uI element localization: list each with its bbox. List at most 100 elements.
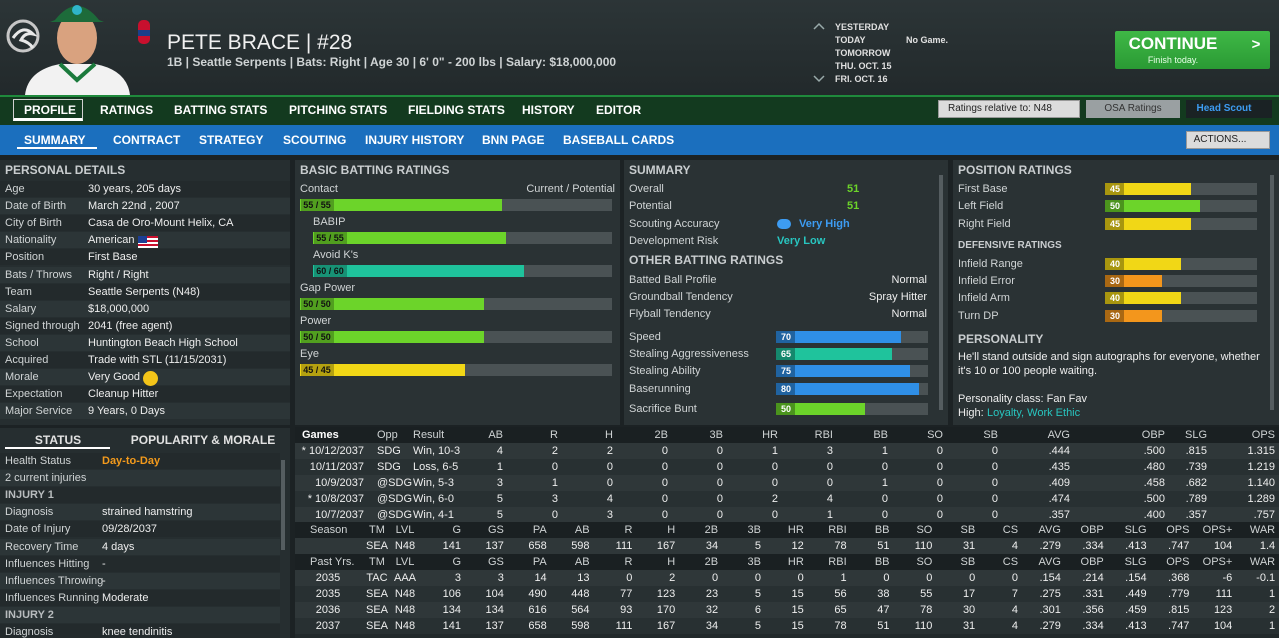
table-cell: @SDG (377, 493, 413, 505)
osa-label[interactable]: OSA Ratings (1104, 103, 1162, 114)
sub-tab[interactable]: BNN PAGE (482, 133, 545, 147)
panel-title: PERSONAL DETAILS (5, 163, 126, 177)
summary-label: Overall (629, 183, 664, 195)
table-cell: 78 (920, 604, 933, 616)
detail-label: Team (5, 285, 32, 298)
arrow-down[interactable] (813, 75, 825, 83)
column-header[interactable]: Games (302, 429, 339, 441)
table-cell: 3 (826, 445, 833, 457)
table-cell: -6 (1222, 572, 1233, 584)
column-header: R (550, 429, 558, 441)
main-tab[interactable]: FIELDING STATS (408, 103, 505, 117)
column-header: PA (532, 524, 547, 536)
rating-label: Gap Power (300, 282, 356, 294)
detail-value: Casa de Oro-Mount Helix, CA (88, 217, 234, 230)
main-tab[interactable]: PROFILE (24, 103, 77, 117)
sub-tab[interactable]: INJURY HISTORY (365, 133, 465, 147)
status-tab[interactable]: POPULARITY & MORALE (130, 433, 276, 447)
position-label: Right Field (958, 217, 1011, 230)
status-tab[interactable]: STATUS (34, 433, 82, 447)
table-cell: 0 (551, 509, 558, 521)
table-cell: 2 (771, 493, 778, 505)
sub-tab[interactable]: STRATEGY (199, 133, 264, 147)
table-cell: 0 (716, 493, 723, 505)
table-cell: .357 (1048, 509, 1070, 521)
main-tab[interactable]: BATTING STATS (174, 103, 268, 117)
main-tab[interactable]: PITCHING STATS (289, 103, 388, 117)
schedule-day[interactable]: TODAY (835, 35, 866, 45)
column-header: PA (532, 556, 547, 568)
sub-tab[interactable]: BASEBALL CARDS (563, 133, 675, 147)
position-label: Infield Arm (958, 292, 1010, 305)
player-details: 1B | Seattle Serpents | Bats: Right | Ag… (167, 55, 617, 69)
table-cell: 1.219 (1247, 461, 1275, 473)
table-cell: 0 (936, 461, 943, 473)
continue-label[interactable]: CONTINUE (1128, 34, 1218, 53)
table-cell: 15 (791, 620, 804, 632)
scout-label[interactable]: Head Scout (1196, 103, 1252, 114)
tab-active[interactable] (13, 99, 83, 121)
subtab-active[interactable] (17, 147, 97, 149)
continue-arrow[interactable]: > (1251, 36, 1261, 53)
rating-badge (776, 348, 795, 361)
detail-label: School (5, 336, 39, 349)
rating-label: Eye (300, 348, 319, 360)
position-label: Infield Range (958, 258, 1023, 270)
main-tab[interactable]: EDITOR (596, 103, 642, 117)
schedule-day[interactable]: TOMORROW (835, 48, 891, 58)
logo-ring (6, 19, 40, 53)
table-cell: 0 (881, 509, 888, 521)
rating-bar (300, 364, 466, 376)
rating-badge (301, 331, 334, 343)
schedule-day[interactable]: YESTERDAY (835, 22, 890, 32)
arrow-up[interactable] (813, 22, 825, 30)
continue-sub[interactable]: Finish today. (1147, 55, 1199, 65)
rating-badge (776, 382, 795, 395)
table-cell: 167 (656, 540, 676, 552)
rating-value: 45 (1109, 184, 1120, 194)
table-cell: 104 (1213, 620, 1233, 632)
table-cell: 10/11/2037 (309, 461, 364, 473)
table-cell: 4 (826, 493, 833, 505)
osa-button[interactable] (1086, 100, 1180, 118)
detail-label: Date of Birth (5, 200, 67, 213)
rating-badge (1105, 200, 1124, 213)
schedule-day[interactable]: THU. OCT. 15 (835, 61, 892, 71)
detail-value: Very Good (88, 371, 140, 384)
ratings-dropdown-label[interactable]: Ratings relative to: N48 (948, 103, 1052, 114)
table-cell: 56 (834, 588, 847, 600)
table-row (295, 602, 1279, 618)
status-tab-line[interactable] (5, 447, 110, 449)
status-row (0, 624, 280, 638)
scout-button[interactable] (1186, 100, 1272, 118)
schedule-game: No Game. (906, 35, 949, 45)
column-header: 3B (747, 556, 761, 568)
table-cell: 170 (656, 604, 676, 616)
detail-value: Seattle Serpents (N48) (88, 285, 200, 298)
sub-tab[interactable]: SCOUTING (283, 133, 347, 147)
schedule-day[interactable]: FRI. OCT. 16 (835, 74, 888, 84)
detail-value: 9 Years, 0 Days (88, 405, 166, 418)
sub-tab[interactable]: SUMMARY (24, 133, 86, 147)
continue-button[interactable] (1115, 31, 1270, 69)
status-row (0, 606, 280, 623)
rating-value: 75 (780, 366, 791, 377)
column-header: CS (1002, 556, 1019, 568)
ratings-dropdown[interactable] (938, 100, 1080, 118)
table-cell: .279 (1039, 540, 1061, 552)
status-label: 2 current injuries (5, 472, 87, 485)
sub-tab[interactable]: CONTRACT (113, 133, 181, 147)
table-cell: 1.140 (1247, 477, 1275, 489)
actions-button[interactable] (1186, 131, 1270, 149)
actions-label[interactable]: ACTIONS... (1193, 134, 1247, 145)
summary-value: Very High (799, 217, 850, 230)
detail-value: $18,000,000 (88, 302, 150, 315)
table-cell: 31 (962, 540, 976, 552)
main-tab[interactable]: HISTORY (522, 103, 575, 117)
high-label: High: (958, 407, 984, 419)
table-cell: .815 (1168, 604, 1190, 616)
column-header: GS (487, 556, 504, 568)
table-cell: 3 (497, 572, 504, 584)
main-tab[interactable]: RATINGS (100, 103, 154, 117)
